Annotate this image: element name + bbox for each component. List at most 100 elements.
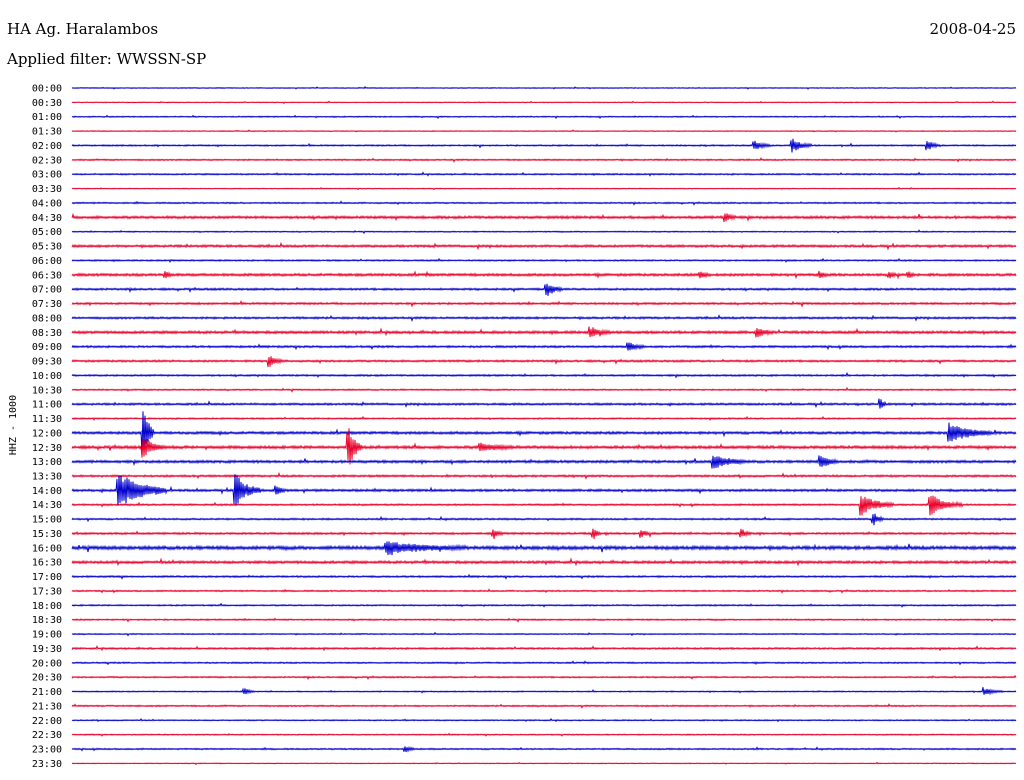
- seismic-trace-2330: [71, 761, 1017, 766]
- y-axis-label: HHZ - 1000: [8, 395, 19, 455]
- trace-label: 07:30: [32, 299, 62, 310]
- trace-label: 22:30: [32, 730, 62, 741]
- trace-label: 02:30: [32, 155, 62, 166]
- seismic-trace-0300: [71, 171, 1017, 177]
- seismic-trace-0730: [71, 299, 1017, 308]
- trace-label: 03:30: [32, 184, 62, 195]
- trace-label: 15:00: [32, 515, 62, 526]
- seismic-trace-0430: [71, 212, 1017, 223]
- seismic-trace-1830: [71, 617, 1017, 623]
- seismic-trace-1800: [71, 602, 1017, 608]
- seismic-trace-0100: [71, 114, 1017, 120]
- station-title: HA Ag. Haralambos: [7, 20, 159, 38]
- trace-label: 06:00: [32, 256, 62, 267]
- seismic-trace-1030: [71, 386, 1017, 393]
- seismic-trace-0830: [71, 326, 1017, 338]
- seismic-trace-0330: [71, 186, 1017, 191]
- trace-group: [71, 86, 1017, 766]
- trace-label: 18:30: [32, 615, 62, 626]
- trace-label: 20:00: [32, 658, 62, 669]
- trace-label: 05:30: [32, 242, 62, 253]
- seismic-trace-0000: [71, 86, 1017, 90]
- seismic-trace-1000: [71, 371, 1017, 379]
- trace-label: 04:30: [32, 213, 62, 224]
- trace-label: 14:30: [32, 500, 62, 511]
- trace-label: 20:30: [32, 673, 62, 684]
- seismic-trace-0630: [71, 270, 1017, 280]
- seismic-trace-1900: [71, 631, 1017, 637]
- trace-label: 12:30: [32, 443, 62, 454]
- trace-label: 13:30: [32, 471, 62, 482]
- trace-label: 04:00: [32, 198, 62, 209]
- trace-label: 16:00: [32, 543, 62, 554]
- seismic-trace-1930: [71, 644, 1017, 652]
- seismic-trace-1530: [71, 528, 1017, 540]
- seismic-trace-1630: [71, 557, 1017, 567]
- trace-label: 09:30: [32, 357, 62, 368]
- seismic-trace-2230: [71, 732, 1017, 737]
- seismic-trace-1500: [71, 513, 1017, 526]
- trace-label: 23:30: [32, 759, 62, 770]
- seismic-trace-1230: [71, 428, 1017, 465]
- seismic-trace-0930: [71, 356, 1017, 368]
- trace-label: 09:00: [32, 342, 62, 353]
- seismic-trace-0500: [71, 229, 1017, 235]
- trace-label: 23:00: [32, 745, 62, 756]
- trace-label: 12:00: [32, 428, 62, 439]
- trace-label: 21:00: [32, 687, 62, 698]
- trace-label: 03:00: [32, 170, 62, 181]
- seismic-trace-2300: [71, 746, 1017, 753]
- seismic-trace-1300: [71, 455, 1017, 469]
- seismic-trace-1730: [71, 588, 1017, 594]
- trace-label: 13:00: [32, 457, 62, 468]
- seismic-trace-2130: [71, 703, 1017, 709]
- seismic-trace-1430: [71, 495, 1017, 516]
- trace-label: 11:00: [32, 400, 62, 411]
- trace-label: 07:00: [32, 285, 62, 296]
- seismic-trace-0200: [71, 138, 1017, 153]
- trace-label: 08:00: [32, 313, 62, 324]
- seismic-trace-2030: [71, 674, 1017, 680]
- seismic-trace-1330: [71, 471, 1017, 480]
- seismic-trace-1400: [71, 474, 1017, 506]
- trace-label: 17:00: [32, 572, 62, 583]
- seismic-trace-1600: [71, 541, 1017, 556]
- seismic-trace-0130: [71, 129, 1017, 133]
- filter-label: Applied filter: WWSSN-SP: [7, 50, 207, 68]
- trace-label: 02:00: [32, 141, 62, 152]
- seismic-trace-1700: [71, 573, 1017, 580]
- trace-label: 22:00: [32, 716, 62, 727]
- seismic-trace-0530: [71, 241, 1017, 251]
- trace-label: 00:30: [32, 98, 62, 109]
- seismic-trace-0030: [71, 100, 1017, 105]
- trace-label: 00:00: [32, 84, 62, 95]
- seismic-trace-0700: [71, 283, 1017, 296]
- trace-label: 05:00: [32, 227, 62, 238]
- trace-label: 10:00: [32, 371, 62, 382]
- trace-label: 14:00: [32, 486, 62, 497]
- trace-label: 01:00: [32, 112, 62, 123]
- trace-label: 11:30: [32, 414, 62, 425]
- seismic-trace-0230: [71, 157, 1017, 163]
- trace-label: 16:30: [32, 558, 62, 569]
- trace-label-group: 00:00 00:30 01:00 01:30 02:00 02:30 03:00 03:30…: [32, 84, 62, 770]
- seismic-trace-0600: [71, 257, 1017, 263]
- seismic-trace-0900: [71, 342, 1017, 351]
- seismic-trace-2000: [71, 660, 1017, 666]
- trace-label: 10:30: [32, 385, 62, 396]
- trace-label: 18:00: [32, 601, 62, 612]
- trace-label: 17:30: [32, 586, 62, 597]
- trace-label: 21:30: [32, 701, 62, 712]
- seismic-trace-2200: [71, 717, 1017, 723]
- seismic-trace-1200: [71, 411, 1017, 453]
- trace-label: 15:30: [32, 529, 62, 540]
- seismic-trace-1100: [71, 398, 1017, 409]
- seismic-trace-0400: [71, 200, 1017, 206]
- trace-label: 01:30: [32, 127, 62, 138]
- seismic-trace-2100: [71, 687, 1017, 696]
- trace-label: 08:30: [32, 328, 62, 339]
- seismic-trace-1130: [71, 415, 1017, 422]
- trace-label: 06:30: [32, 270, 62, 281]
- record-date: 2008-04-25: [929, 20, 1016, 38]
